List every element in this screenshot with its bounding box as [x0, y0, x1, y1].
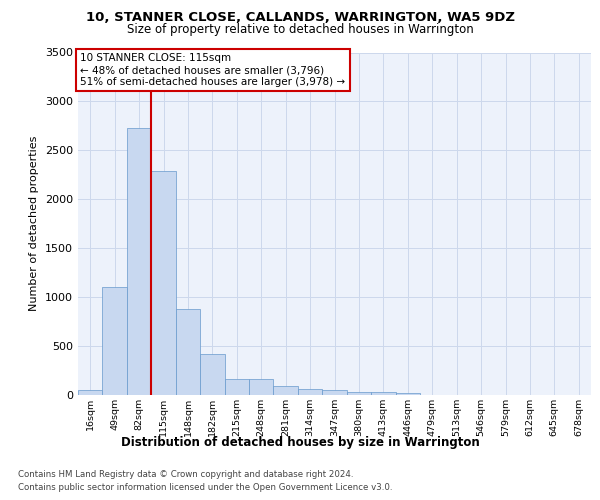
Bar [274, 386, 298, 395]
Bar [347, 392, 371, 395]
Text: Distribution of detached houses by size in Warrington: Distribution of detached houses by size … [121, 436, 479, 449]
Bar [322, 390, 347, 395]
Text: 10 STANNER CLOSE: 115sqm
← 48% of detached houses are smaller (3,796)
51% of sem: 10 STANNER CLOSE: 115sqm ← 48% of detach… [80, 54, 346, 86]
Text: Contains public sector information licensed under the Open Government Licence v3: Contains public sector information licen… [18, 482, 392, 492]
Bar [127, 128, 151, 395]
Text: Contains HM Land Registry data © Crown copyright and database right 2024.: Contains HM Land Registry data © Crown c… [18, 470, 353, 479]
Bar [151, 171, 176, 395]
Y-axis label: Number of detached properties: Number of detached properties [29, 136, 40, 312]
Bar [371, 392, 395, 395]
Bar [298, 389, 322, 395]
Bar [224, 379, 249, 395]
Bar [103, 288, 127, 395]
Bar [249, 380, 274, 395]
Bar [395, 392, 420, 395]
Bar [176, 309, 200, 395]
Text: Size of property relative to detached houses in Warrington: Size of property relative to detached ho… [127, 22, 473, 36]
Text: 10, STANNER CLOSE, CALLANDS, WARRINGTON, WA5 9DZ: 10, STANNER CLOSE, CALLANDS, WARRINGTON,… [86, 11, 515, 24]
Bar [200, 354, 224, 395]
Bar [78, 390, 103, 395]
